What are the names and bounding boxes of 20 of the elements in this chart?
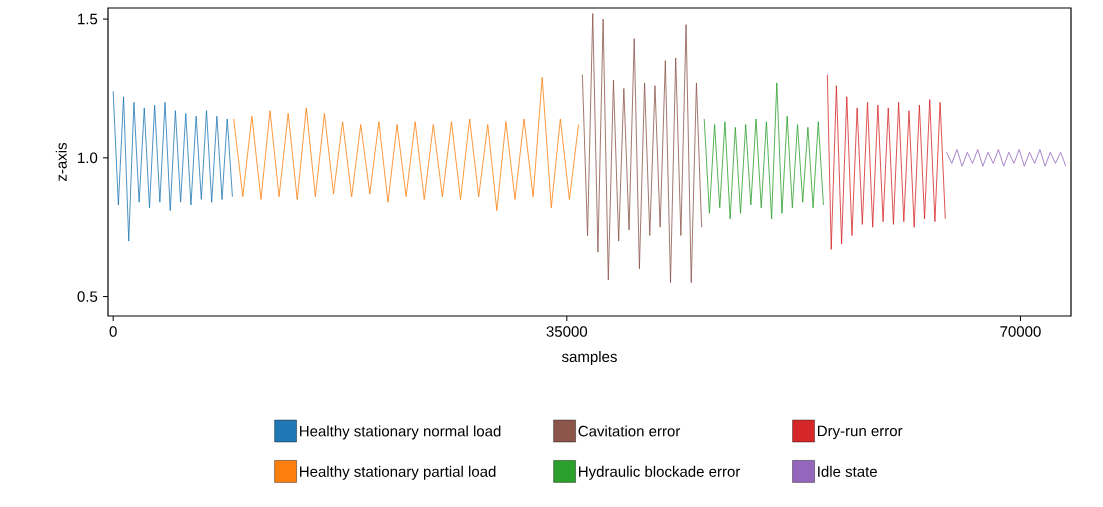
- y-tick-label: 1.5: [78, 13, 98, 25]
- line-series: [233, 76, 579, 211]
- y-tick-label: 0.5: [77, 291, 98, 302]
- x-tick-label: 0: [109, 326, 117, 337]
- x-tick-label: 70000: [1000, 326, 1041, 337]
- y-axis-title: z-axis: [55, 142, 67, 181]
- legend-label: Idle state: [818, 465, 877, 477]
- legend-label: Hydraulic blockade error: [579, 465, 741, 480]
- x-tick-label: 35000: [546, 326, 588, 337]
- legend-label: Cavitation error: [578, 425, 681, 437]
- x-axis-title: samples: [562, 351, 617, 365]
- line-series: [112, 90, 233, 242]
- legend-label: Healthy stationary partial load: [300, 465, 496, 480]
- legend-label: Healthy stationary normal load: [300, 425, 501, 440]
- line-series: [703, 82, 824, 220]
- line-series: [581, 13, 703, 284]
- line-series: [946, 149, 1067, 167]
- line-series: [826, 74, 946, 250]
- legend-label: Dry-run error: [818, 425, 903, 440]
- y-tick-label: 1.0: [78, 152, 98, 164]
